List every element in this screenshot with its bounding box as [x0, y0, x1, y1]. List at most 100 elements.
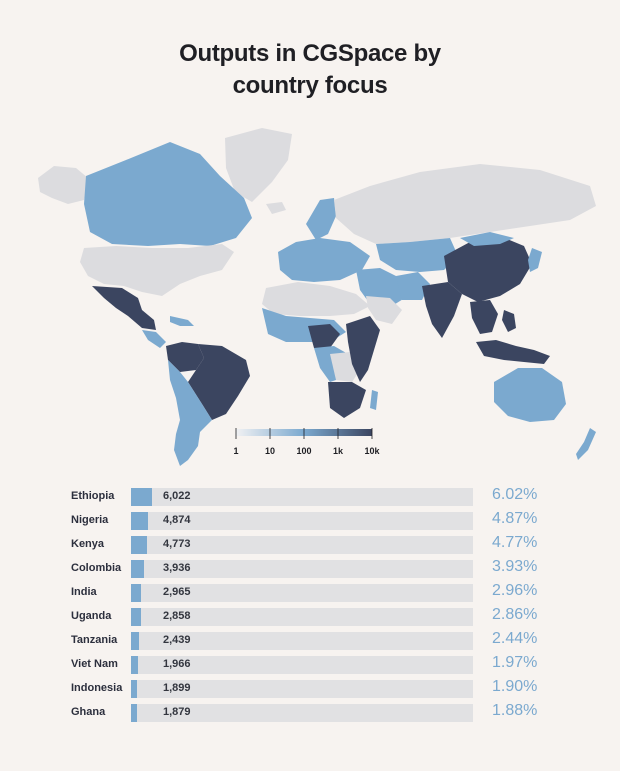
value-label: 6,022: [163, 490, 191, 502]
bar-row: Uganda 2,858 2.86%: [0, 606, 620, 630]
percent-label: 6.02%: [492, 486, 538, 503]
legend-tick-label: 10: [265, 446, 275, 456]
country-label: India: [71, 586, 97, 598]
japan-shape: [528, 248, 542, 272]
percent-label: 1.90%: [492, 678, 538, 695]
bar-row: Ghana 1,879 1.88%: [0, 702, 620, 726]
bar-track: [131, 632, 473, 650]
value-label: 2,439: [163, 634, 191, 646]
bar-track: [131, 608, 473, 626]
world-map: [38, 128, 596, 466]
new-zealand-shape: [576, 428, 596, 460]
bar-row: Colombia 3,936 3.93%: [0, 558, 620, 582]
andes-shape: [168, 360, 212, 438]
value-label: 1,899: [163, 682, 191, 694]
bar: [131, 584, 141, 602]
bar: [131, 704, 137, 722]
percent-label: 2.86%: [492, 606, 538, 623]
scandinavia-shape: [306, 198, 336, 240]
madagascar-shape: [370, 390, 378, 410]
bar-row: Viet Nam 1,966 1.97%: [0, 654, 620, 678]
country-label: Indonesia: [71, 682, 123, 694]
bar-track: [131, 584, 473, 602]
country-label: Tanzania: [71, 634, 118, 646]
legend-tick-label: 1k: [333, 446, 344, 456]
arabia-shape: [366, 296, 402, 324]
australia-shape: [494, 368, 566, 422]
central-america-shape: [142, 330, 166, 348]
value-label: 2,965: [163, 586, 191, 598]
country-label: Ghana: [71, 706, 106, 718]
country-label: Viet Nam: [71, 658, 118, 670]
southern-cone-shape: [174, 420, 200, 466]
legend-ticks: 1 10 100 1k 10k: [233, 428, 380, 456]
bar: [131, 536, 147, 554]
india-shape: [422, 282, 462, 338]
bar-row: Nigeria 4,874 4.87%: [0, 510, 620, 534]
mexico-shape: [92, 286, 156, 330]
mongolia-shape: [460, 232, 514, 246]
china-shape: [444, 236, 532, 302]
central-asia-shape: [376, 238, 458, 272]
bar-track: [131, 560, 473, 578]
chart-title-line-2: country focus: [232, 72, 388, 99]
southeast-asia-shape: [470, 300, 498, 334]
canada-shape: [84, 142, 252, 246]
bar: [131, 488, 152, 506]
legend-tick-label: 100: [296, 446, 311, 456]
colombia-shape: [166, 342, 204, 372]
country-label: Nigeria: [71, 514, 109, 526]
bar-track: [131, 656, 473, 674]
southern-africa-shape: [328, 382, 366, 418]
value-label: 1,966: [163, 658, 191, 670]
europe-shape: [278, 238, 370, 282]
percent-label: 2.44%: [492, 630, 538, 647]
legend-tick-label: 10k: [364, 446, 380, 456]
alaska-shape: [38, 166, 88, 204]
percent-label: 1.88%: [492, 702, 538, 719]
bar-track: [131, 488, 473, 506]
map-legend: 1 10 100 1k 10k: [233, 428, 380, 456]
percent-label: 3.93%: [492, 558, 538, 575]
percent-label: 1.97%: [492, 654, 538, 671]
bar: [131, 608, 141, 626]
value-label: 3,936: [163, 562, 191, 574]
russia-shape: [334, 164, 596, 244]
brazil-shape: [188, 344, 250, 420]
iran-shape: [396, 272, 430, 300]
north-africa-shape: [262, 282, 370, 316]
bar-track: [131, 536, 473, 554]
bar: [131, 560, 144, 578]
usa-shape: [80, 244, 234, 296]
east-africa-shape: [346, 316, 380, 382]
value-label: 1,879: [163, 706, 191, 718]
bar-track: [131, 512, 473, 530]
country-label: Kenya: [71, 538, 105, 550]
bar: [131, 656, 138, 674]
chart-title-line-1: Outputs in CGSpace by: [179, 40, 441, 67]
country-label: Uganda: [71, 610, 112, 622]
bar-row: Indonesia 1,899 1.90%: [0, 678, 620, 702]
bar-track: [131, 704, 473, 722]
legend-tick-label: 1: [233, 446, 238, 456]
percent-label: 2.96%: [492, 582, 538, 599]
greenland-shape: [225, 128, 292, 202]
country-label: Ethiopia: [71, 490, 115, 502]
bar-row: Kenya 4,773 4.77%: [0, 534, 620, 558]
nigeria-shape: [308, 324, 340, 348]
country-label: Colombia: [71, 562, 122, 574]
bar-row: Ethiopia 6,022 6.02%: [0, 486, 620, 510]
bar-track: [131, 680, 473, 698]
caribbean-shape: [170, 316, 194, 326]
bar: [131, 512, 148, 530]
bar-row: Tanzania 2,439 2.44%: [0, 630, 620, 654]
value-label: 4,773: [163, 538, 191, 550]
philippines-shape: [502, 310, 516, 332]
value-label: 2,858: [163, 610, 191, 622]
value-label: 4,874: [163, 514, 191, 526]
bar-row: India 2,965 2.96%: [0, 582, 620, 606]
iceland-shape: [266, 202, 286, 214]
bar: [131, 632, 139, 650]
percent-label: 4.87%: [492, 510, 538, 527]
bar: [131, 680, 137, 698]
